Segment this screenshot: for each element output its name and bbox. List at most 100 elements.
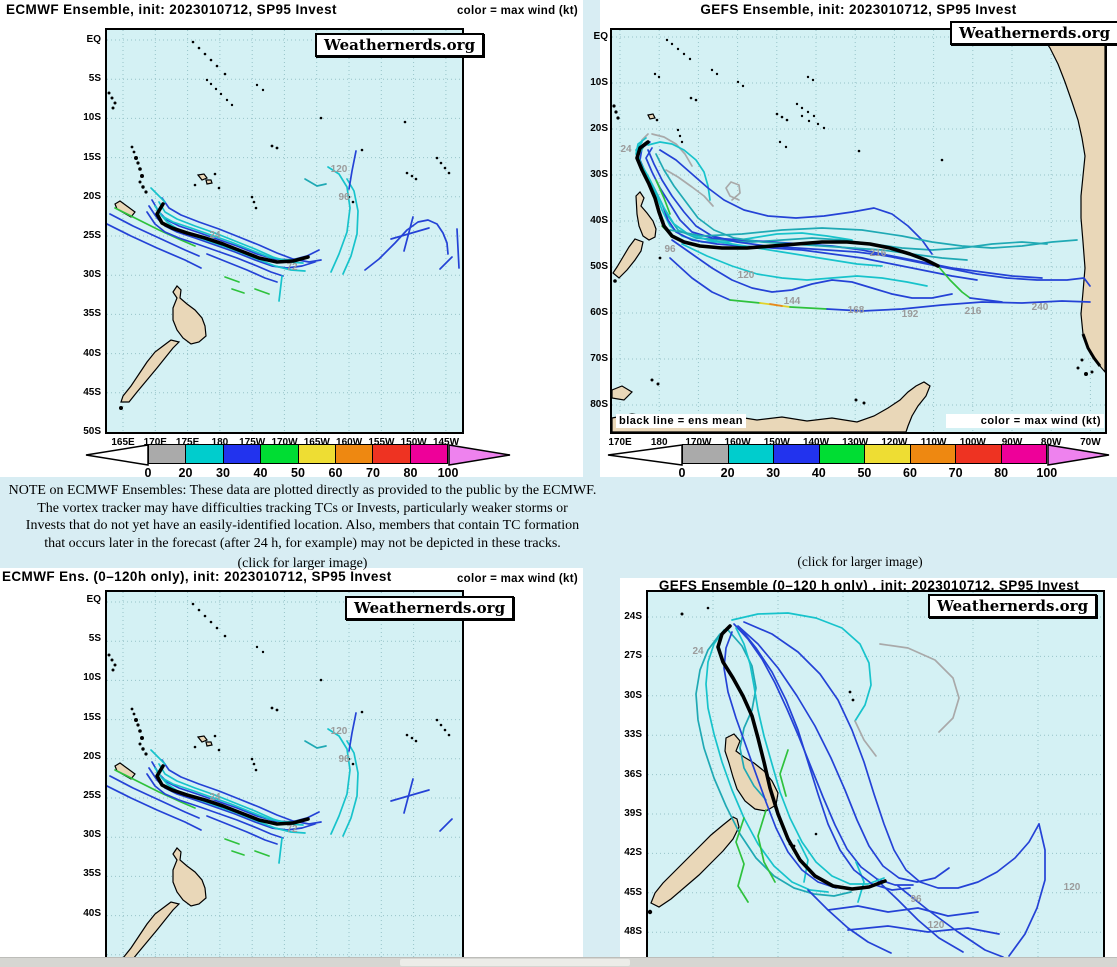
axis-tick-label: 80W: [1040, 437, 1062, 448]
axis-tick-label: 145W: [432, 437, 460, 448]
ensemble-member-tracks: [695, 612, 1046, 957]
axis-tick-label: 20: [720, 466, 735, 480]
note-line: NOTE on ECMWF Ensembles: These data are …: [8, 483, 597, 498]
axis-tick-label: 20: [178, 466, 193, 480]
horizontal-scrollbar[interactable]: [0, 957, 1117, 967]
map-ecmwf-120h[interactable]: [105, 590, 464, 959]
chart-title-ecmwf-full: ECMWF Ensemble, init: 2023010712, SP95 I…: [6, 2, 337, 17]
map-gefs-full-svg: [612, 30, 1105, 432]
watermark: Weathernerds.org: [315, 33, 485, 57]
axis-tick-label: 24S: [624, 611, 642, 622]
axis-tick-label: 10S: [83, 112, 101, 124]
axis-tick-label: 70: [948, 466, 963, 480]
axis-tick-label: 50S: [590, 261, 608, 272]
x-axis-labels: 165E 170E 175E 180 175W 170W 165W 160W 155W 150W 1…: [111, 437, 478, 451]
watermark: Weathernerds.org: [345, 596, 515, 620]
axis-tick-label: 40S: [590, 215, 608, 226]
axis-tick-label: 60: [903, 466, 917, 480]
axis-tick-label: 20S: [83, 750, 101, 762]
watermark: Weathernerds.org: [928, 594, 1098, 618]
axis-tick-label: 30S: [590, 169, 608, 180]
chart-title-gefs-120h: GEFS Ensemble (0–120 h only) , init: 202…: [658, 578, 1080, 593]
colorbar-segment: [409, 445, 447, 463]
note-line: Invests that do not yet have an easily-i…: [25, 518, 580, 534]
axis-tick-label: 35S: [83, 308, 101, 320]
axis-tick-label: 5S: [88, 73, 101, 85]
axis-tick-label: 15S: [83, 151, 101, 163]
nz-south-island: [120, 339, 181, 403]
axis-tick-label: 70W: [1080, 437, 1101, 448]
color-legend-label: color = max wind (kt): [946, 414, 1104, 428]
colorbar-segment: [260, 445, 298, 463]
colorbar-segment: [1000, 445, 1046, 463]
chart-title-ecmwf-120h: ECMWF Ens. (0–120h only), init: 20230107…: [2, 569, 392, 584]
axis-tick-label: 5S: [88, 633, 101, 645]
axis-tick-label: 35S: [83, 868, 101, 880]
axis-tick-label: 10S: [590, 77, 608, 88]
nz-south-island: [650, 816, 740, 908]
colorbar-segments: [148, 444, 448, 464]
colorbar-segment: [773, 445, 819, 463]
axis-tick-label: 20S: [83, 190, 101, 202]
axis-tick-label: 100W: [959, 437, 986, 448]
axis-tick-label: EQ: [86, 34, 101, 45]
axis-tick-label: 170E: [608, 437, 632, 448]
axis-tick-label: 155W: [368, 437, 395, 448]
axis-tick-label: 170W: [271, 437, 298, 448]
grid-lines: [107, 592, 462, 959]
map-ecmwf-full[interactable]: [105, 28, 464, 434]
color-legend-label: color = max wind (kt): [456, 573, 578, 585]
colorbar-segment: [334, 445, 373, 463]
colorbar-segment: [372, 445, 410, 463]
colorbar-segment: [222, 445, 261, 463]
y-axis-labels: EQ 10S 20S 30S 40S 50S 60S 70S 80S: [562, 31, 608, 435]
axis-tick-label: 50: [857, 466, 872, 480]
axis-tick-label: 0: [144, 466, 152, 480]
axis-tick-label: 39S: [624, 808, 642, 819]
axis-tick-label: 30S: [624, 689, 642, 701]
axis-tick-label: 160W: [336, 437, 363, 448]
axis-tick-label: 70S: [590, 353, 608, 364]
islands: [612, 38, 944, 283]
ensemble-mean-track: [716, 624, 887, 891]
colorbar-left-arrow: [85, 444, 149, 466]
chart-title-gefs-full: GEFS Ensemble, init: 2023010712, SP95 In…: [700, 2, 1017, 17]
ensemble-mean-track: [635, 140, 940, 268]
color-legend-label: color = max wind (kt): [456, 5, 578, 17]
ensemble-mean-track: [155, 764, 310, 826]
note-line: The vortex tracker may have difficulties…: [37, 500, 568, 516]
colorbar-segment: [909, 445, 955, 463]
axis-tick-label: 50S: [83, 426, 101, 437]
axis-tick-label: 60S: [590, 307, 608, 318]
colorbar-segment: [864, 445, 910, 463]
axis-tick-label: 30: [766, 466, 781, 480]
axis-tick-label: 30S: [83, 269, 101, 281]
ensemble-member-tracks: [635, 133, 1091, 312]
map-gefs-120h[interactable]: [646, 590, 1105, 959]
axis-tick-label: 0: [678, 466, 686, 480]
map-gefs-full[interactable]: [610, 28, 1107, 434]
scrollbar-thumb[interactable]: [400, 959, 630, 966]
nz-south-island: [122, 901, 181, 959]
ecmwf-note: NOTE on ECMWF Ensembles: These data are …: [0, 482, 605, 573]
colorbar-segment: [955, 445, 1001, 463]
axis-tick-label: 25S: [83, 790, 101, 801]
axis-tick-label: 140W: [802, 437, 830, 448]
colorbar-segment: [185, 445, 223, 463]
axis-tick-label: 45S: [83, 386, 101, 398]
colorbar-segment: [727, 445, 773, 463]
axis-tick-label: 170E: [143, 437, 167, 448]
ensemble-mean-track: [155, 202, 310, 264]
note-line: that occurs later in the forecast (after…: [44, 535, 561, 551]
ensemble-member-tracks: [107, 712, 453, 864]
axis-tick-label: 40S: [83, 907, 101, 919]
nz-south-island: [612, 238, 644, 279]
colorbar-segment: [149, 445, 186, 463]
click-for-larger-caption: (click for larger image): [237, 556, 368, 572]
axis-tick-label: 27S: [624, 650, 642, 662]
axis-tick-label: 33S: [624, 729, 642, 741]
colorbar-left-arrow: [607, 444, 683, 466]
grid-lines: [612, 30, 1105, 432]
map-ecmwf-120h-svg: [107, 592, 462, 959]
axis-tick-label: 120W: [881, 437, 908, 448]
